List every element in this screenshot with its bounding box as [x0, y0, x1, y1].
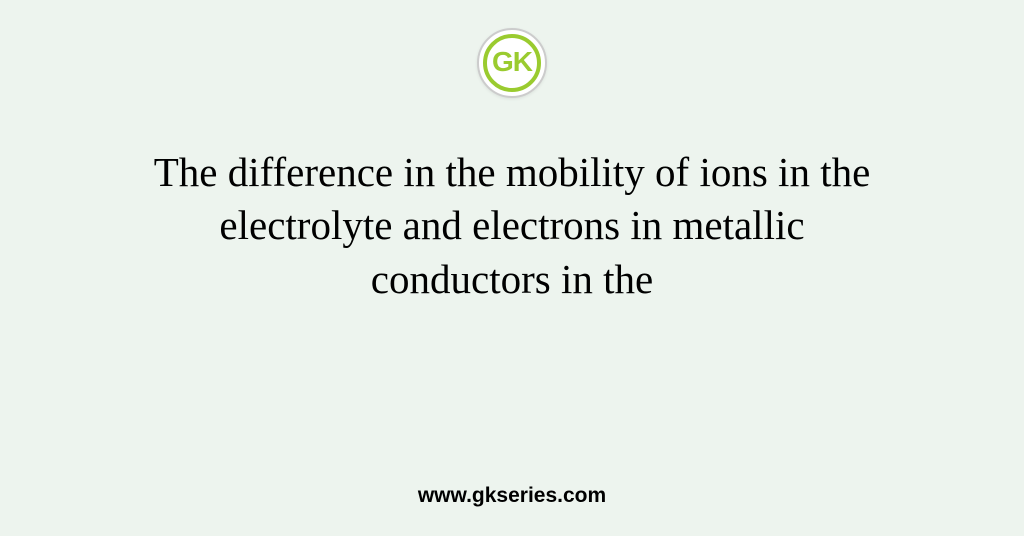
footer-url: www.gkseries.com	[0, 484, 1024, 508]
logo-text: GK	[492, 48, 532, 76]
main-question-text: The difference in the mobility of ions i…	[142, 146, 882, 306]
logo-ring: GK	[483, 34, 541, 92]
logo-badge: GK	[477, 28, 547, 98]
page-container: GK The difference in the mobility of ion…	[0, 0, 1024, 536]
